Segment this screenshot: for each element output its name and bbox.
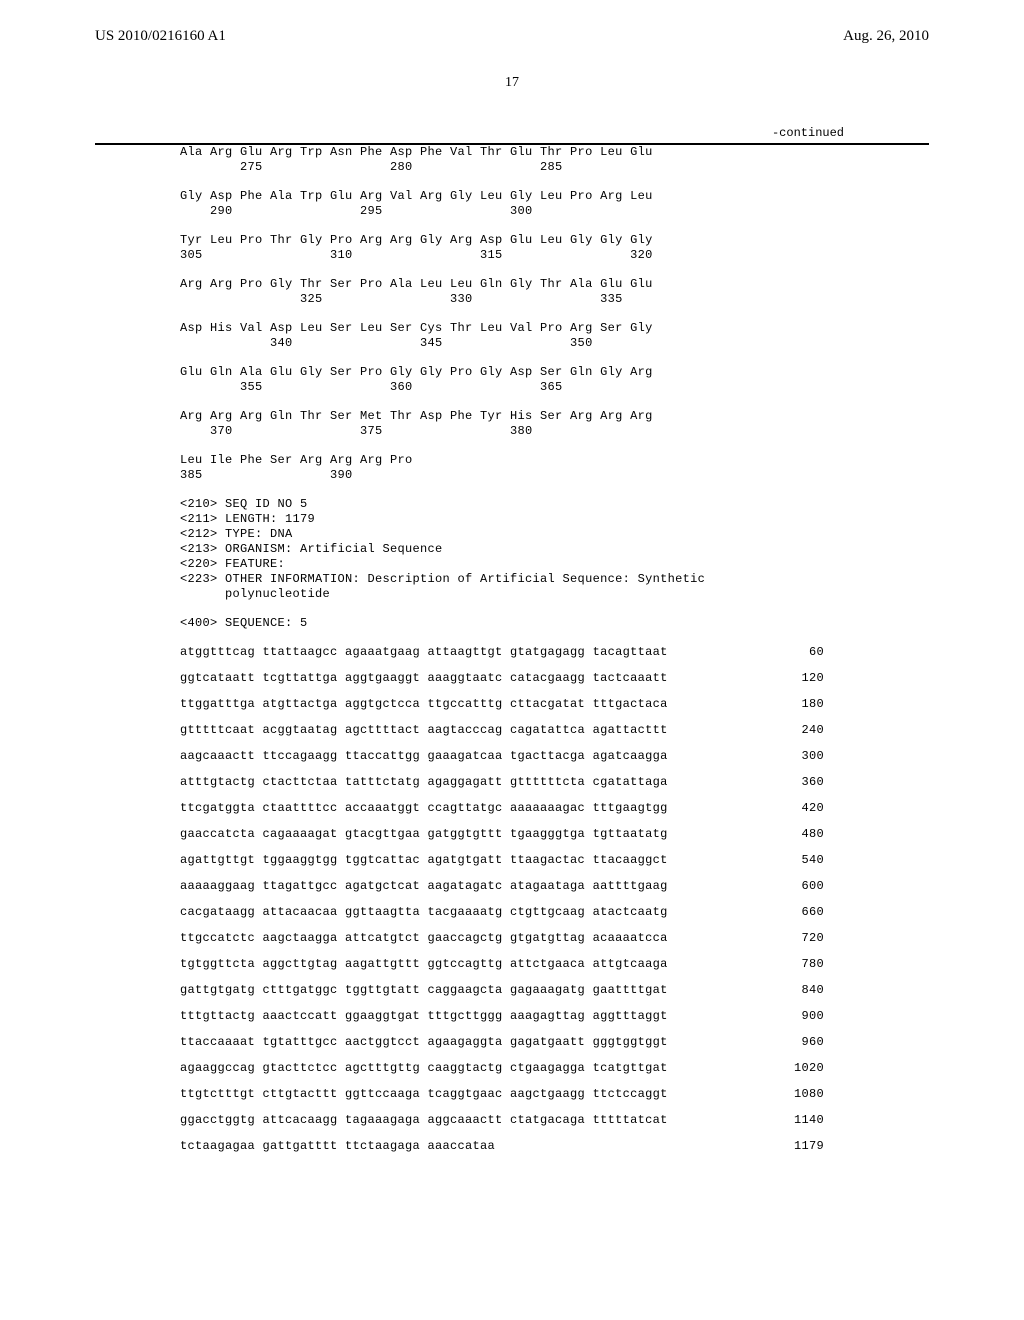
- nucleotide-seq: ggtcataatt tcgttattga aggtgaaggt aaaggta…: [180, 671, 668, 685]
- amino-acid-line: Asp His Val Asp Leu Ser Leu Ser Cys Thr …: [180, 321, 653, 336]
- nucleotide-seq: gaaccatcta cagaaaagat gtacgttgaa gatggtg…: [180, 827, 668, 841]
- nucleotide-seq: ttcgatggta ctaattttcc accaaatggt ccagtta…: [180, 801, 668, 815]
- protein-row: Leu Ile Phe Ser Arg Arg Arg Pro385 390: [180, 453, 844, 483]
- nucleotide-seq: gtttttcaat acggtaatag agcttttact aagtacc…: [180, 723, 668, 737]
- nucleotide-seq: ttaccaaaat tgtatttgcc aactggtcct agaagag…: [180, 1035, 668, 1049]
- nucleotide-row: agattgttgt tggaaggtgg tggtcattac agatgtg…: [180, 853, 824, 867]
- nucleotide-position: 540: [784, 853, 824, 867]
- patent-number: US 2010/0216160 A1: [95, 28, 226, 45]
- nucleotide-seq: atttgtactg ctacttctaa tatttctatg agaggag…: [180, 775, 668, 789]
- nucleotide-row: ttcgatggta ctaattttcc accaaatggt ccagtta…: [180, 801, 824, 815]
- nucleotide-position: 180: [784, 697, 824, 711]
- amino-acid-line: Leu Ile Phe Ser Arg Arg Arg Pro: [180, 453, 413, 468]
- amino-acid-line: Glu Gln Ala Glu Gly Ser Pro Gly Gly Pro …: [180, 365, 653, 380]
- amino-acid-line: Arg Arg Arg Gln Thr Ser Met Thr Asp Phe …: [180, 409, 653, 424]
- nucleotide-seq: gattgtgatg ctttgatggc tggttgtatt caggaag…: [180, 983, 668, 997]
- nucleotide-row: aagcaaactt ttccagaagg ttaccattgg gaaagat…: [180, 749, 824, 763]
- nucleotide-seq: ggacctggtg attcacaagg tagaaagaga aggcaaa…: [180, 1113, 668, 1127]
- nucleotide-position: 1020: [784, 1061, 824, 1075]
- protein-sequence-block: Ala Arg Glu Arg Trp Asn Phe Asp Phe Val …: [180, 145, 844, 483]
- amino-acid-line: Arg Arg Pro Gly Thr Ser Pro Ala Leu Leu …: [180, 277, 653, 292]
- nucleotide-position: 1179: [784, 1139, 824, 1153]
- nucleotide-seq: aaaaaggaag ttagattgcc agatgctcat aagatag…: [180, 879, 668, 893]
- nucleotide-position: 480: [784, 827, 824, 841]
- nucleotide-seq: tctaagagaa gattgatttt ttctaagaga aaaccat…: [180, 1139, 495, 1153]
- nucleotide-seq: atggtttcag ttattaagcc agaaatgaag attaagt…: [180, 645, 668, 659]
- page-number: 17: [0, 75, 1024, 91]
- nucleotide-position: 300: [784, 749, 824, 763]
- amino-acid-line: Gly Asp Phe Ala Trp Glu Arg Val Arg Gly …: [180, 189, 653, 204]
- nucleotide-position: 660: [784, 905, 824, 919]
- nucleotide-row: ggacctggtg attcacaagg tagaaagaga aggcaaa…: [180, 1113, 824, 1127]
- nucleotide-row: ggtcataatt tcgttattga aggtgaaggt aaaggta…: [180, 671, 824, 685]
- nucleotide-position: 120: [784, 671, 824, 685]
- nucleotide-position: 600: [784, 879, 824, 893]
- protein-row: Gly Asp Phe Ala Trp Glu Arg Val Arg Gly …: [180, 189, 844, 219]
- nucleotide-row: tgtggttcta aggcttgtag aagattgttt ggtccag…: [180, 957, 824, 971]
- nucleotide-row: ttgtctttgt cttgtacttt ggttccaaga tcaggtg…: [180, 1087, 824, 1101]
- nucleotide-row: tttgttactg aaactccatt ggaaggtgat tttgctt…: [180, 1009, 824, 1023]
- position-line: 275 280 285: [180, 160, 653, 175]
- continued-label: -continued: [0, 126, 1024, 140]
- nucleotide-position: 900: [784, 1009, 824, 1023]
- nucleotide-seq: cacgataagg attacaacaa ggttaagtta tacgaaa…: [180, 905, 668, 919]
- protein-row: Tyr Leu Pro Thr Gly Pro Arg Arg Gly Arg …: [180, 233, 844, 263]
- amino-acid-line: Ala Arg Glu Arg Trp Asn Phe Asp Phe Val …: [180, 145, 653, 160]
- protein-row: Arg Arg Arg Gln Thr Ser Met Thr Asp Phe …: [180, 409, 844, 439]
- nucleotide-row: gattgtgatg ctttgatggc tggttgtatt caggaag…: [180, 983, 824, 997]
- position-line: 305 310 315 320: [180, 248, 653, 263]
- nucleotide-position: 960: [784, 1035, 824, 1049]
- sequence-metadata: <210> SEQ ID NO 5 <211> LENGTH: 1179 <21…: [180, 497, 844, 602]
- nucleotide-position: 240: [784, 723, 824, 737]
- position-line: 385 390: [180, 468, 413, 483]
- nucleotide-seq: agattgttgt tggaaggtgg tggtcattac agatgtg…: [180, 853, 668, 867]
- nucleotide-seq: agaaggccag gtacttctcc agctttgttg caaggta…: [180, 1061, 668, 1075]
- nucleotide-row: tctaagagaa gattgatttt ttctaagaga aaaccat…: [180, 1139, 824, 1153]
- nucleotide-position: 1080: [784, 1087, 824, 1101]
- position-line: 325 330 335: [180, 292, 653, 307]
- nucleotide-row: atggtttcag ttattaagcc agaaatgaag attaagt…: [180, 645, 824, 659]
- nucleotide-position: 60: [784, 645, 824, 659]
- sequence-label: <400> SEQUENCE: 5: [180, 616, 844, 631]
- patent-date: Aug. 26, 2010: [843, 28, 929, 45]
- nucleotide-seq: tttgttactg aaactccatt ggaaggtgat tttgctt…: [180, 1009, 668, 1023]
- nucleotide-seq: ttgtctttgt cttgtacttt ggttccaaga tcaggtg…: [180, 1087, 668, 1101]
- nucleotide-seq: ttggatttga atgttactga aggtgctcca ttgccat…: [180, 697, 668, 711]
- nucleotide-seq: aagcaaactt ttccagaagg ttaccattgg gaaagat…: [180, 749, 668, 763]
- nucleotide-row: agaaggccag gtacttctcc agctttgttg caaggta…: [180, 1061, 824, 1075]
- nucleotide-position: 1140: [784, 1113, 824, 1127]
- nucleotide-row: gaaccatcta cagaaaagat gtacgttgaa gatggtg…: [180, 827, 824, 841]
- position-line: 355 360 365: [180, 380, 653, 395]
- position-line: 370 375 380: [180, 424, 653, 439]
- protein-row: Ala Arg Glu Arg Trp Asn Phe Asp Phe Val …: [180, 145, 844, 175]
- position-line: 290 295 300: [180, 204, 653, 219]
- nucleotide-seq: ttgccatctc aagctaagga attcatgtct gaaccag…: [180, 931, 668, 945]
- nucleotide-row: gtttttcaat acggtaatag agcttttact aagtacc…: [180, 723, 824, 737]
- nucleotide-row: cacgataagg attacaacaa ggttaagtta tacgaaa…: [180, 905, 824, 919]
- protein-row: Arg Arg Pro Gly Thr Ser Pro Ala Leu Leu …: [180, 277, 844, 307]
- protein-row: Asp His Val Asp Leu Ser Leu Ser Cys Thr …: [180, 321, 844, 351]
- nucleotide-row: atttgtactg ctacttctaa tatttctatg agaggag…: [180, 775, 824, 789]
- nucleotide-row: ttgccatctc aagctaagga attcatgtct gaaccag…: [180, 931, 824, 945]
- nucleotide-row: ttaccaaaat tgtatttgcc aactggtcct agaagag…: [180, 1035, 824, 1049]
- nucleotide-row: aaaaaggaag ttagattgcc agatgctcat aagatag…: [180, 879, 824, 893]
- nucleotide-position: 840: [784, 983, 824, 997]
- nucleotide-position: 360: [784, 775, 824, 789]
- nucleotide-position: 420: [784, 801, 824, 815]
- position-line: 340 345 350: [180, 336, 653, 351]
- nucleotide-row: ttggatttga atgttactga aggtgctcca ttgccat…: [180, 697, 824, 711]
- nucleotide-position: 780: [784, 957, 824, 971]
- nucleotide-position: 720: [784, 931, 824, 945]
- nucleotide-seq: tgtggttcta aggcttgtag aagattgttt ggtccag…: [180, 957, 668, 971]
- amino-acid-line: Tyr Leu Pro Thr Gly Pro Arg Arg Gly Arg …: [180, 233, 653, 248]
- nucleotide-sequence-block: atggtttcag ttattaagcc agaaatgaag attaagt…: [180, 645, 844, 1153]
- protein-row: Glu Gln Ala Glu Gly Ser Pro Gly Gly Pro …: [180, 365, 844, 395]
